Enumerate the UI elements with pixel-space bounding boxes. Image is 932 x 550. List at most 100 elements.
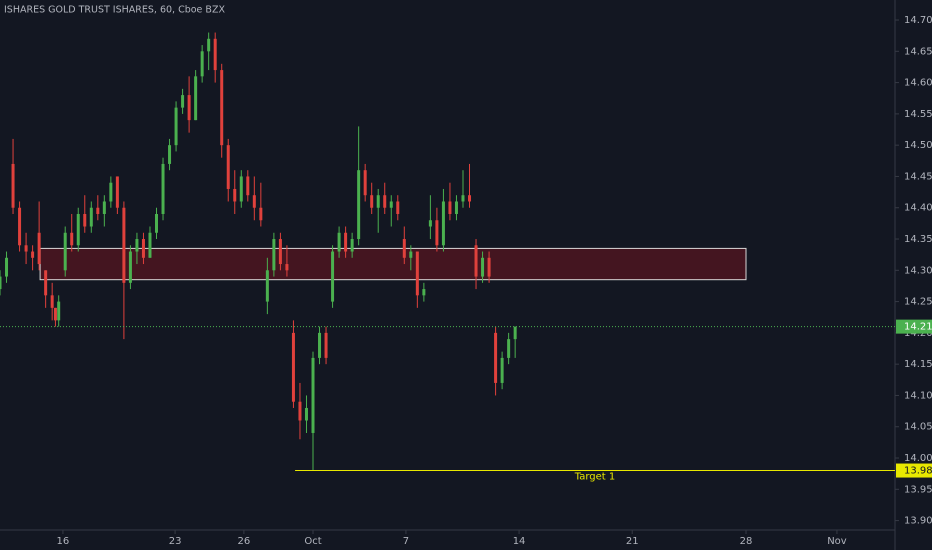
candle-body bbox=[507, 339, 511, 358]
candle-body bbox=[207, 38, 211, 52]
y-tick-label: 14.65 bbox=[904, 46, 932, 57]
candle-body bbox=[155, 213, 159, 233]
candle-body bbox=[239, 176, 243, 202]
y-tick-label: 14.35 bbox=[904, 234, 932, 245]
target-label: Target 1 bbox=[574, 472, 615, 483]
candle-body bbox=[278, 239, 282, 265]
candle-body bbox=[161, 163, 165, 214]
candle-body bbox=[24, 245, 28, 252]
y-tick-label: 13.90 bbox=[904, 516, 932, 527]
candle-body bbox=[50, 295, 54, 308]
candle-body bbox=[233, 188, 237, 202]
candle-body bbox=[0, 276, 2, 290]
candle-body bbox=[454, 201, 458, 214]
y-tick-label: 14.50 bbox=[904, 140, 932, 151]
candle-body bbox=[226, 145, 230, 189]
target-price-box bbox=[896, 463, 932, 478]
x-tick-label: Nov bbox=[827, 536, 847, 547]
candle-body bbox=[200, 51, 204, 77]
candle-body bbox=[187, 95, 191, 121]
candle-body bbox=[422, 289, 426, 296]
y-tick-label: 14.45 bbox=[904, 171, 932, 182]
candle-body bbox=[415, 251, 419, 296]
candle-body bbox=[298, 401, 302, 421]
zone bbox=[39, 247, 747, 281]
candle-body bbox=[441, 201, 445, 246]
candle-body bbox=[363, 170, 367, 196]
candle-body bbox=[259, 207, 263, 221]
candle-body bbox=[96, 207, 100, 214]
candle-body bbox=[181, 95, 185, 108]
candle-body bbox=[324, 332, 328, 358]
candle-body bbox=[357, 170, 361, 240]
y-tick-label: 14.60 bbox=[904, 78, 932, 89]
candle-body bbox=[89, 207, 93, 227]
y-tick-label: 13.95 bbox=[904, 484, 932, 495]
candle-body bbox=[428, 220, 432, 227]
candle-body bbox=[487, 257, 491, 277]
candle-body bbox=[220, 70, 224, 146]
x-tick-label: 28 bbox=[740, 536, 753, 547]
candle-body bbox=[389, 201, 393, 208]
y-tick-label: 14.70 bbox=[904, 15, 932, 26]
candle-body bbox=[63, 232, 67, 271]
candle-body bbox=[252, 195, 256, 208]
candle-body bbox=[115, 176, 119, 208]
y-tick-label: 14.25 bbox=[904, 297, 932, 308]
chart-title: ISHARES GOLD TRUST ISHARES, 60, Cboe BZX bbox=[4, 5, 225, 16]
candle-body bbox=[44, 270, 48, 296]
candle-body bbox=[53, 307, 57, 321]
candle-body bbox=[409, 251, 413, 258]
candle-body bbox=[344, 232, 348, 252]
candle-body bbox=[500, 357, 504, 383]
candle-body bbox=[18, 207, 22, 246]
target-price-label: 13.98 bbox=[904, 466, 932, 477]
candle-body bbox=[31, 251, 35, 258]
candle-body bbox=[83, 213, 87, 227]
y-tick-label: 14.55 bbox=[904, 109, 932, 120]
candle-body bbox=[337, 232, 341, 252]
candle-body bbox=[122, 207, 126, 283]
candle-body bbox=[318, 332, 322, 358]
candle-body bbox=[5, 257, 9, 277]
candle-body bbox=[148, 232, 152, 258]
candle-body bbox=[383, 195, 387, 208]
candle-body bbox=[246, 176, 250, 196]
y-tick-label: 14.00 bbox=[904, 453, 932, 464]
candle-body bbox=[304, 407, 308, 421]
candle-body bbox=[265, 270, 269, 302]
candle-body bbox=[109, 182, 113, 202]
y-tick-label: 14.40 bbox=[904, 203, 932, 214]
x-tick-label: 7 bbox=[403, 536, 409, 547]
last-price-box bbox=[896, 319, 932, 334]
candle-body bbox=[57, 301, 61, 321]
candle-body bbox=[128, 251, 132, 283]
candle-body bbox=[76, 213, 80, 246]
candle-body bbox=[481, 257, 485, 277]
candle-body bbox=[11, 163, 15, 208]
candle-body bbox=[141, 239, 145, 258]
candle-body bbox=[435, 220, 439, 246]
candle-body bbox=[474, 245, 478, 277]
candle-body bbox=[174, 107, 178, 146]
candle-body bbox=[513, 326, 517, 340]
candle-body bbox=[461, 195, 465, 202]
candle-body bbox=[194, 76, 198, 121]
x-tick-label: 23 bbox=[169, 536, 182, 547]
candle-body bbox=[272, 239, 276, 271]
x-tick-label: 26 bbox=[238, 536, 251, 547]
y-tick-label: 14.30 bbox=[904, 265, 932, 276]
y-tick-label: 14.05 bbox=[904, 422, 932, 433]
x-tick-label: 21 bbox=[626, 536, 639, 547]
candle-body bbox=[396, 201, 400, 214]
y-tick-label: 14.15 bbox=[904, 359, 932, 370]
x-tick-label: Oct bbox=[304, 536, 321, 547]
x-tick-label: 14 bbox=[513, 536, 526, 547]
candle-body bbox=[291, 332, 295, 402]
candle-body bbox=[168, 145, 172, 164]
candle-body bbox=[494, 332, 498, 383]
candle-body bbox=[370, 195, 374, 208]
candle-body bbox=[311, 357, 315, 433]
last-price-label: 14.21 bbox=[904, 322, 932, 333]
